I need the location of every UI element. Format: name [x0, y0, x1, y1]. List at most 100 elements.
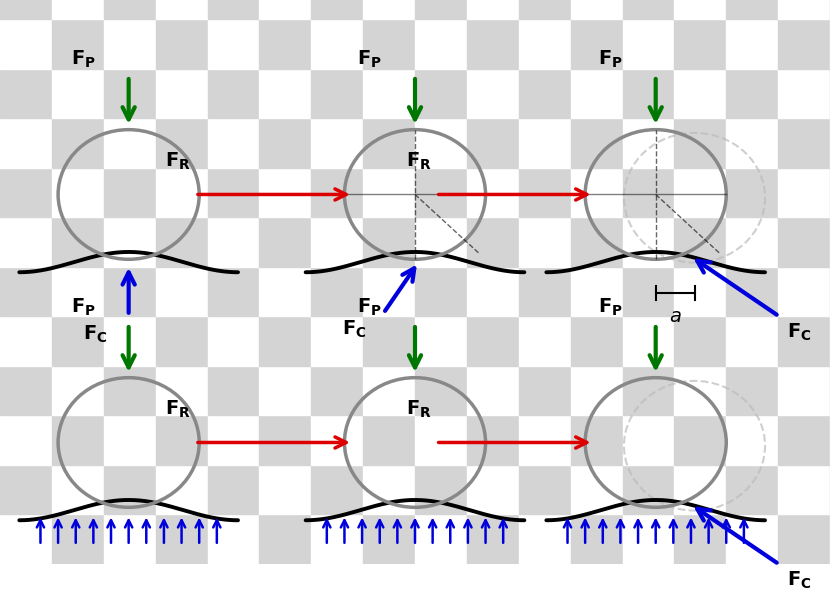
Bar [726, 465, 779, 514]
Bar [156, 168, 208, 217]
Bar [51, 415, 104, 465]
Text: $\mathbf{F_P}$: $\mathbf{F_P}$ [357, 297, 382, 319]
Text: $\mathbf{F_P}$: $\mathbf{F_P}$ [598, 49, 622, 70]
Bar [260, 415, 311, 465]
Bar [0, 267, 51, 316]
Bar [726, 118, 779, 168]
Bar [311, 366, 364, 415]
Bar [104, 217, 156, 267]
Bar [208, 168, 260, 217]
Bar [208, 0, 260, 19]
Bar [104, 267, 156, 316]
Bar [779, 366, 830, 415]
Bar [779, 514, 830, 563]
Bar [675, 514, 726, 563]
Bar [0, 168, 51, 217]
Bar [519, 217, 571, 267]
Bar [260, 465, 311, 514]
Bar [311, 415, 364, 465]
Bar [51, 366, 104, 415]
Bar [571, 514, 622, 563]
Text: $\mathbf{F_P}$: $\mathbf{F_P}$ [357, 49, 382, 70]
Bar [0, 118, 51, 168]
Bar [311, 0, 364, 19]
Bar [726, 19, 779, 69]
Bar [104, 465, 156, 514]
Bar [675, 415, 726, 465]
Bar [51, 118, 104, 168]
Text: $\mathbf{F_C}$: $\mathbf{F_C}$ [83, 324, 108, 345]
Bar [0, 366, 51, 415]
Bar [0, 69, 51, 118]
Bar [0, 316, 51, 366]
Bar [0, 514, 51, 563]
Bar [51, 465, 104, 514]
Bar [675, 69, 726, 118]
Bar [622, 118, 675, 168]
Bar [571, 366, 622, 415]
Bar [415, 267, 466, 316]
Bar [726, 217, 779, 267]
Bar [364, 0, 415, 19]
Bar [779, 118, 830, 168]
Bar [104, 316, 156, 366]
Text: $\mathbf{F_C}$: $\mathbf{F_C}$ [342, 319, 367, 340]
Bar [208, 217, 260, 267]
Bar [156, 465, 208, 514]
Bar [726, 366, 779, 415]
Bar [104, 0, 156, 19]
Bar [0, 415, 51, 465]
Bar [260, 514, 311, 563]
Text: $\mathbf{F_P}$: $\mathbf{F_P}$ [71, 297, 95, 319]
Bar [622, 514, 675, 563]
Bar [466, 415, 519, 465]
Bar [779, 316, 830, 366]
Bar [571, 316, 622, 366]
Bar [208, 415, 260, 465]
Bar [571, 0, 622, 19]
Bar [156, 366, 208, 415]
Bar [208, 465, 260, 514]
Bar [622, 19, 675, 69]
Bar [260, 69, 311, 118]
Bar [311, 69, 364, 118]
Bar [675, 316, 726, 366]
Bar [622, 0, 675, 19]
Text: $\mathbf{F_C}$: $\mathbf{F_C}$ [788, 322, 812, 343]
Bar [779, 19, 830, 69]
Bar [519, 0, 571, 19]
Bar [260, 217, 311, 267]
Bar [466, 267, 519, 316]
Bar [779, 217, 830, 267]
Bar [519, 168, 571, 217]
Bar [779, 69, 830, 118]
Bar [415, 465, 466, 514]
Bar [260, 0, 311, 19]
Bar [104, 514, 156, 563]
Bar [415, 316, 466, 366]
Bar [364, 19, 415, 69]
Bar [519, 118, 571, 168]
Bar [260, 118, 311, 168]
Bar [364, 118, 415, 168]
Bar [675, 217, 726, 267]
Bar [51, 217, 104, 267]
Bar [466, 0, 519, 19]
Bar [466, 69, 519, 118]
Bar [311, 168, 364, 217]
Text: $\mathbf{F_R}$: $\mathbf{F_R}$ [165, 399, 191, 420]
Bar [726, 316, 779, 366]
Bar [519, 514, 571, 563]
Bar [311, 465, 364, 514]
Bar [726, 415, 779, 465]
Bar [519, 415, 571, 465]
Bar [571, 465, 622, 514]
Bar [364, 415, 415, 465]
Bar [364, 267, 415, 316]
Bar [260, 267, 311, 316]
Bar [571, 415, 622, 465]
Bar [208, 366, 260, 415]
Bar [104, 415, 156, 465]
Bar [779, 415, 830, 465]
Text: $a$: $a$ [669, 307, 681, 326]
